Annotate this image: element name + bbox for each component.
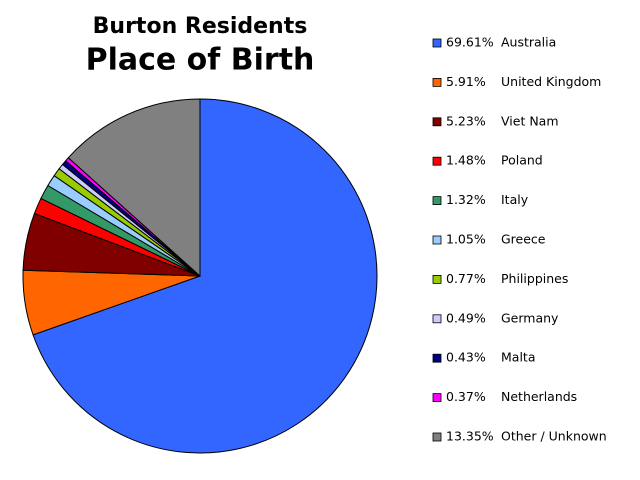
legend-value: 5.23% xyxy=(446,113,486,128)
legend-label: Australia xyxy=(501,35,556,50)
legend-swatch xyxy=(432,432,442,442)
legend-swatch xyxy=(432,38,442,48)
legend-value: 13.35% xyxy=(446,429,494,444)
legend-value: 0.43% xyxy=(446,350,486,365)
legend-value: 0.77% xyxy=(446,271,486,286)
legend-value: 0.49% xyxy=(446,310,486,325)
legend-label: United Kingdom xyxy=(501,74,601,89)
legend-label: Italy xyxy=(501,192,529,207)
pie-slice xyxy=(32,98,378,454)
legend-label: Poland xyxy=(501,153,543,168)
legend-swatch xyxy=(432,196,442,206)
legend-label: Netherlands xyxy=(501,389,577,404)
legend-swatch xyxy=(432,117,442,127)
legend-value: 0.37% xyxy=(446,389,486,404)
legend-swatch xyxy=(432,235,442,245)
legend-value: 1.05% xyxy=(446,232,486,247)
legend-swatch xyxy=(432,314,442,324)
legend-swatch xyxy=(432,274,442,284)
legend-label: Greece xyxy=(501,232,546,247)
legend-label: Malta xyxy=(501,350,535,365)
legend-value: 69.61% xyxy=(446,35,494,50)
legend-value: 5.91% xyxy=(446,74,486,89)
legend-swatch xyxy=(432,156,442,166)
legend-label: Germany xyxy=(501,310,559,325)
legend-swatch xyxy=(432,353,442,363)
legend-label: Philippines xyxy=(501,271,568,286)
pie-slice xyxy=(67,98,201,278)
legend-value: 1.48% xyxy=(446,153,486,168)
legend-value: 1.32% xyxy=(446,192,486,207)
chart-subtitle: Place of Birth xyxy=(86,43,315,78)
legend-label: Viet Nam xyxy=(501,113,559,128)
chart-title: Burton Residents xyxy=(93,14,308,39)
legend-label: Other / Unknown xyxy=(501,429,607,444)
legend-swatch xyxy=(432,393,442,403)
legend-swatch xyxy=(432,78,442,87)
